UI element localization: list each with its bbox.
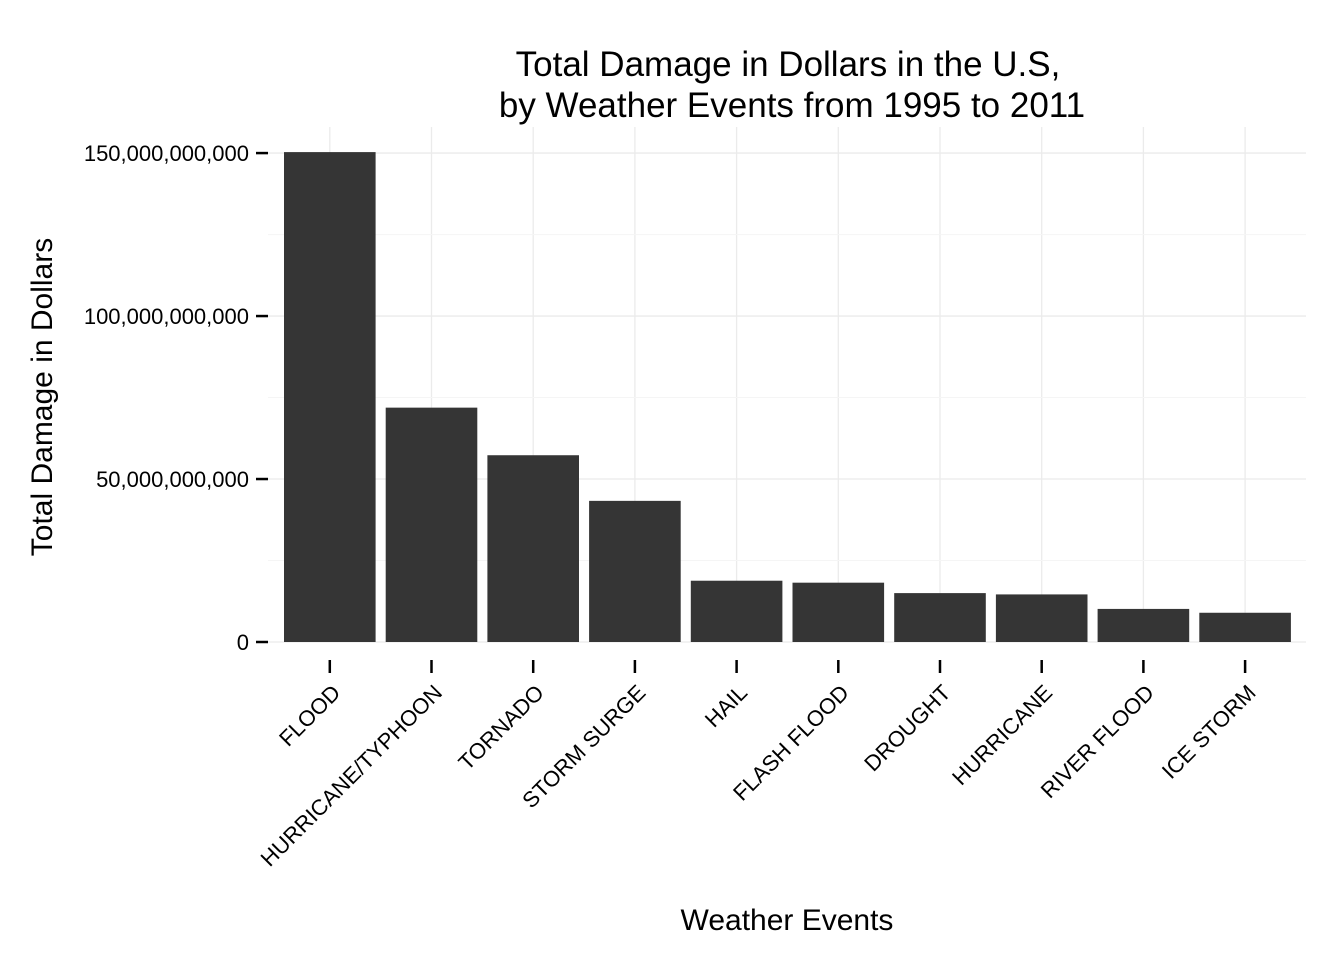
chart-title-line-2: by Weather Events from 1995 to 2011 — [499, 86, 1085, 125]
bar-tornado — [487, 455, 579, 642]
x-tick-label: DROUGHT — [859, 680, 955, 776]
bar-hurricane-typhoon — [385, 407, 478, 642]
x-tick-label: ICE STORM — [1157, 680, 1261, 784]
bar-hail — [690, 580, 783, 642]
y-tick-label: 50,000,000,000 — [96, 467, 249, 492]
bar-storm-surge — [589, 500, 681, 642]
bar-flood — [284, 152, 376, 643]
bar-ice-storm — [1199, 612, 1291, 642]
x-axis-title: Weather Events — [681, 904, 894, 937]
x-tick-label: TORNADO — [454, 680, 549, 775]
x-tick-label: HURRICANE/TYPHOON — [256, 680, 447, 871]
x-tick-label: HAIL — [700, 680, 752, 732]
bar-hurricane — [995, 594, 1088, 642]
x-tick-label: FLOOD — [274, 680, 345, 751]
x-tick-label: HURRICANE — [947, 680, 1057, 790]
chart-title-line-1: Total Damage in Dollars in the U.S, — [516, 45, 1061, 84]
bar-drought — [894, 593, 986, 642]
y-axis-title: Total Damage in Dollars — [26, 238, 59, 556]
bar-flash-flood — [792, 582, 885, 642]
bar-river-flood — [1097, 608, 1190, 642]
y-tick-label: 0 — [237, 630, 249, 655]
bars — [284, 152, 1291, 643]
y-tick-label: 100,000,000,000 — [84, 304, 249, 329]
y-tick-label: 150,000,000,000 — [84, 141, 249, 166]
